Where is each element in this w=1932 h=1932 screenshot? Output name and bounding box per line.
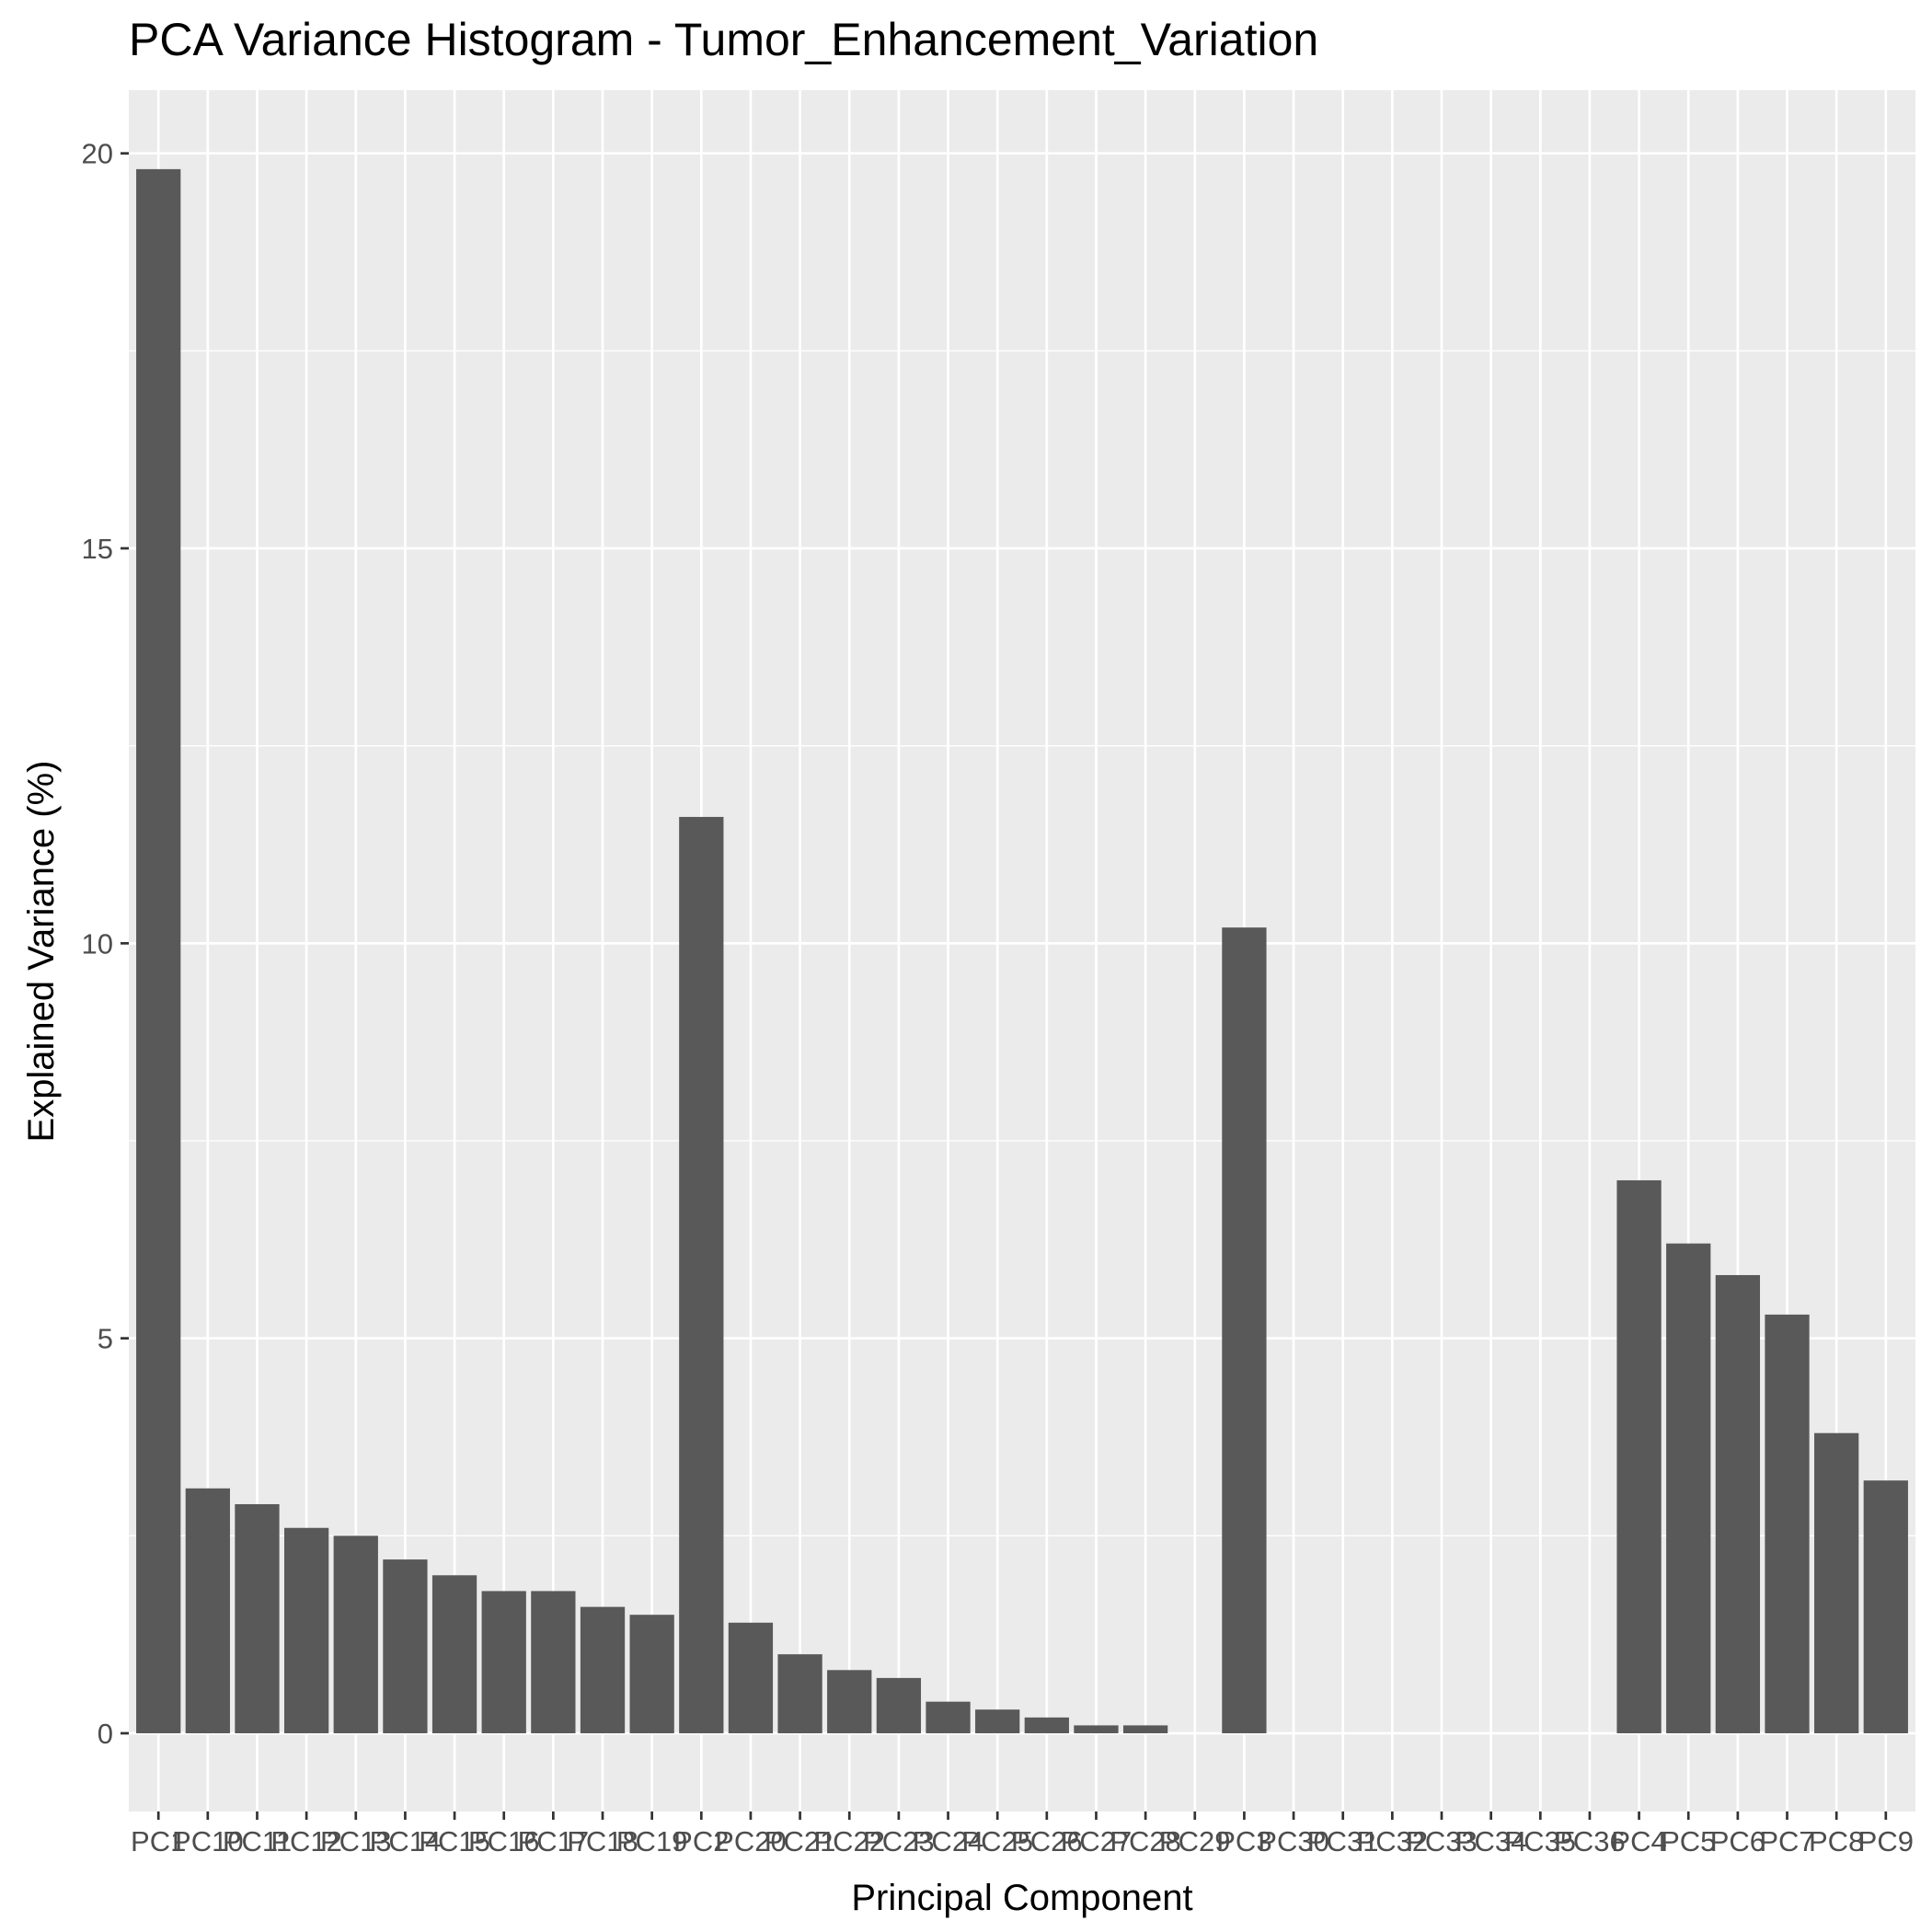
bar-pc25 xyxy=(975,1709,1020,1733)
x-tick-label-pc2: PC2 xyxy=(673,1825,729,1857)
chart-title: PCA Variance Histogram - Tumor_Enhanceme… xyxy=(129,14,1318,65)
bar-pc2 xyxy=(679,816,724,1733)
x-tick-label-pc15: PC15 xyxy=(419,1825,490,1857)
x-axis-title: Principal Component xyxy=(851,1878,1192,1918)
x-tick-label-pc19: PC19 xyxy=(616,1825,688,1857)
bar-pc8 xyxy=(1814,1432,1859,1733)
x-tick-label-pc26: PC26 xyxy=(1011,1825,1083,1857)
bars xyxy=(136,168,1908,1733)
x-tick-label-pc21: PC21 xyxy=(765,1825,836,1857)
x-tick-label-pc29: PC29 xyxy=(1159,1825,1231,1857)
x-axis: PC1PC10PC11PC12PC13PC14PC15PC16PC17PC18P… xyxy=(131,1811,1914,1857)
y-axis: 0 5 10 15 20 xyxy=(82,138,129,1750)
x-tick-label-pc34: PC34 xyxy=(1455,1825,1527,1857)
x-tick-label-pc35: PC35 xyxy=(1505,1825,1577,1857)
x-tick-label-pc20: PC20 xyxy=(715,1825,787,1857)
y-axis-title: Explained Variance (%) xyxy=(21,760,62,1142)
x-tick-label-pc24: PC24 xyxy=(913,1825,984,1857)
bar-pc20 xyxy=(728,1622,774,1733)
bar-pc16 xyxy=(481,1591,526,1733)
bar-pc11 xyxy=(235,1503,280,1733)
x-tick-label-pc33: PC33 xyxy=(1406,1825,1478,1857)
x-tick-label-pc8: PC8 xyxy=(1809,1825,1864,1857)
bar-pc7 xyxy=(1765,1314,1810,1733)
x-tick-label-pc22: PC22 xyxy=(813,1825,885,1857)
x-tick-label-pc7: PC7 xyxy=(1759,1825,1814,1857)
bar-pc27 xyxy=(1074,1725,1119,1733)
x-tick-label-pc4: PC4 xyxy=(1611,1825,1666,1857)
x-tick-label-pc17: PC17 xyxy=(518,1825,590,1857)
bar-pc18 xyxy=(580,1606,626,1733)
x-tick-label-pc9: PC9 xyxy=(1858,1825,1914,1857)
y-tick-label: 15 xyxy=(82,533,113,565)
bar-pc15 xyxy=(431,1575,477,1733)
bar-pc13 xyxy=(333,1535,378,1733)
x-tick-label-pc32: PC32 xyxy=(1357,1825,1429,1857)
x-tick-label-pc27: PC27 xyxy=(1061,1825,1133,1857)
bar-pc1 xyxy=(136,168,181,1733)
x-tick-label-pc30: PC30 xyxy=(1258,1825,1329,1857)
bar-pc22 xyxy=(827,1670,872,1733)
x-tick-label-pc14: PC14 xyxy=(370,1825,442,1857)
bar-pc19 xyxy=(629,1615,674,1733)
bar-pc4 xyxy=(1616,1179,1662,1733)
x-tick-label-pc5: PC5 xyxy=(1661,1825,1716,1857)
x-tick-label-pc23: PC23 xyxy=(863,1825,935,1857)
y-tick-label: 20 xyxy=(82,138,113,170)
bar-pc6 xyxy=(1715,1274,1761,1733)
bar-pc28 xyxy=(1122,1725,1168,1733)
x-tick-label-pc3: PC3 xyxy=(1216,1825,1271,1857)
bar-pc23 xyxy=(876,1677,922,1733)
bar-pc14 xyxy=(383,1559,428,1733)
bar-pc5 xyxy=(1666,1243,1711,1733)
bar-pc24 xyxy=(926,1701,971,1733)
y-tick-label: 10 xyxy=(82,927,113,960)
x-tick-label-pc36: PC36 xyxy=(1554,1825,1626,1857)
bar-pc9 xyxy=(1863,1480,1908,1733)
bar-pc26 xyxy=(1024,1717,1069,1733)
bar-pc12 xyxy=(283,1527,329,1733)
bar-pc21 xyxy=(777,1654,822,1733)
x-tick-label-pc31: PC31 xyxy=(1307,1825,1379,1857)
x-tick-label-pc25: PC25 xyxy=(961,1825,1033,1857)
bar-pc10 xyxy=(185,1488,230,1733)
bar-pc3 xyxy=(1222,927,1267,1733)
bar-pc17 xyxy=(531,1591,576,1733)
x-tick-label-pc12: PC12 xyxy=(270,1825,342,1857)
x-tick-label-pc28: PC28 xyxy=(1110,1825,1181,1857)
y-tick-label: 5 xyxy=(98,1323,113,1355)
x-tick-label-pc16: PC16 xyxy=(468,1825,540,1857)
x-tick-label-pc6: PC6 xyxy=(1710,1825,1765,1857)
y-tick-label: 0 xyxy=(98,1718,113,1750)
x-tick-label-pc1: PC1 xyxy=(131,1825,186,1857)
x-tick-label-pc11: PC11 xyxy=(223,1825,292,1857)
x-tick-label-pc13: PC13 xyxy=(320,1825,392,1857)
x-tick-label-pc10: PC10 xyxy=(172,1825,244,1857)
x-tick-label-pc18: PC18 xyxy=(567,1825,638,1857)
